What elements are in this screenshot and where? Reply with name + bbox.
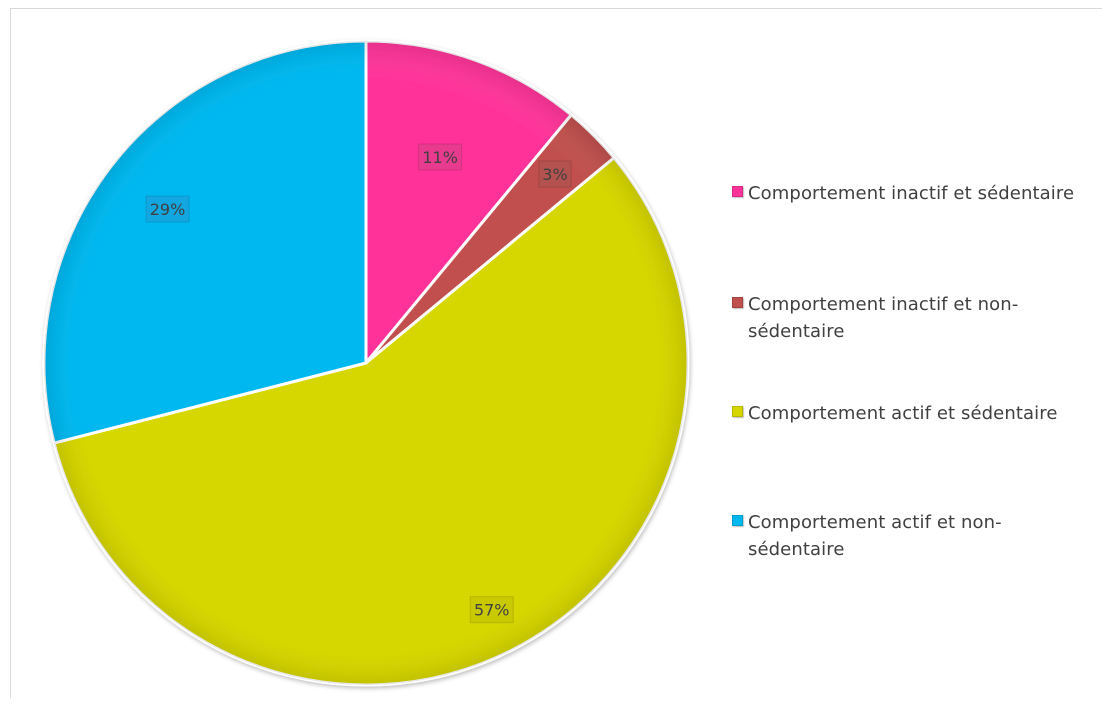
data-label: 57% xyxy=(474,601,510,620)
legend-item: Comportement inactif et non-sédentaire xyxy=(732,291,1048,345)
data-label: 29% xyxy=(150,200,186,219)
legend-label: Comportement inactif et sédentaire xyxy=(748,183,1075,204)
data-label-box xyxy=(538,160,572,188)
data-label: 11% xyxy=(422,148,458,167)
legend-item: Comportement actif et non-sédentaire xyxy=(732,509,1038,563)
data-label-box xyxy=(145,195,190,223)
legend-swatch-icon xyxy=(732,515,743,526)
data-label: 3% xyxy=(542,165,567,184)
legend-item: Comportement actif et sédentaire xyxy=(732,400,1098,427)
data-label-box xyxy=(469,596,514,624)
legend-label: Comportement actif et non-sédentaire xyxy=(748,512,1002,560)
legend-label: Comportement inactif et non-sédentaire xyxy=(748,294,1019,342)
legend-label: Comportement actif et sédentaire xyxy=(748,403,1058,424)
legend-item: Comportement inactif et sédentaire xyxy=(732,180,1098,207)
legend-swatch-icon xyxy=(732,297,743,308)
chart-area xyxy=(10,8,1102,698)
legend-swatch-icon xyxy=(732,406,743,417)
data-label-box xyxy=(418,143,463,171)
legend-swatch-icon xyxy=(732,186,743,197)
